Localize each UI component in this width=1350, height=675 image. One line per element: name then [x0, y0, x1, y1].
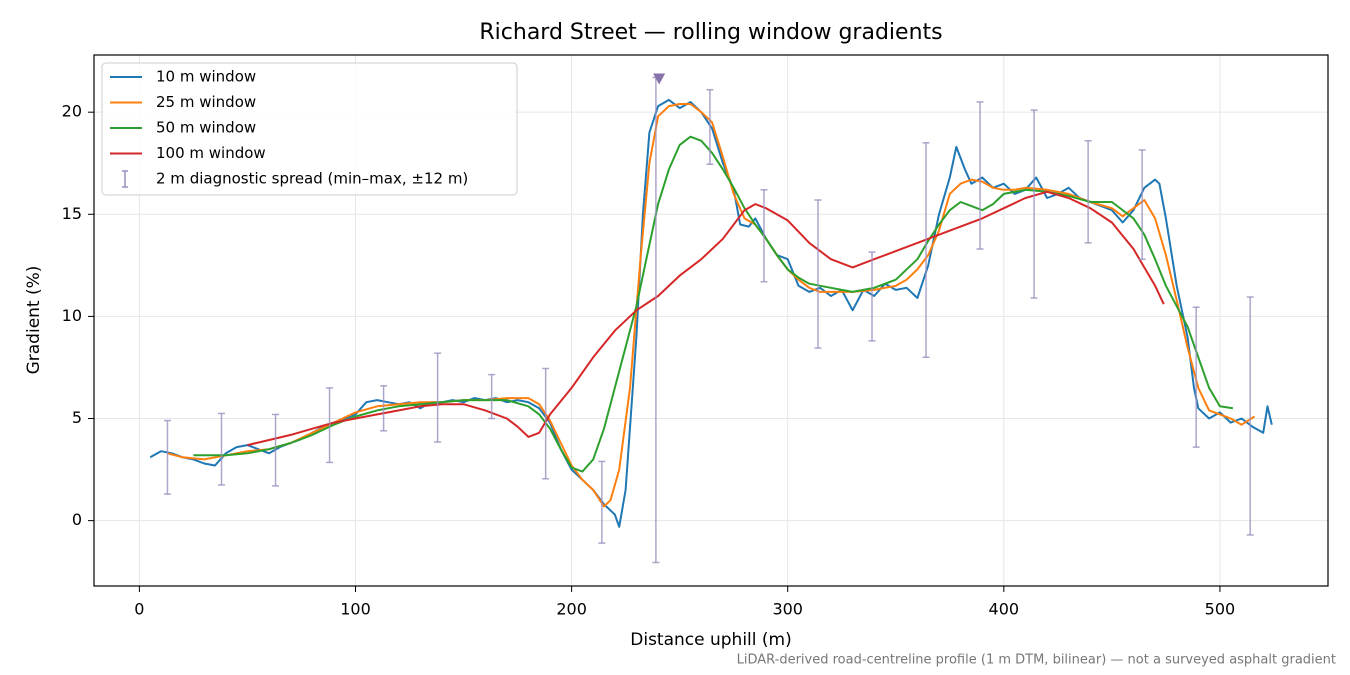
legend-label: 50 m window	[156, 119, 256, 137]
legend-label: 100 m window	[156, 144, 266, 162]
footnote: LiDAR-derived road-centreline profile (1…	[737, 653, 1336, 668]
x-tick-label: 400	[989, 600, 1020, 619]
y-tick-label: 0	[72, 510, 82, 529]
legend-label: 25 m window	[156, 93, 256, 111]
x-axis-label: Distance uphill (m)	[630, 630, 791, 650]
plot-area	[149, 73, 1273, 564]
y-tick-label: 20	[62, 102, 82, 121]
y-axis-label: Gradient (%)	[24, 266, 44, 375]
series-line	[193, 135, 1234, 473]
legend-box	[101, 62, 518, 196]
y-tick-label: 10	[62, 306, 82, 325]
x-tick-label: 100	[340, 600, 371, 619]
x-tick-label: 200	[556, 600, 587, 619]
legend-label: 2 m diagnostic spread (min–max, ±12 m)	[156, 170, 468, 188]
clip-marker	[653, 73, 666, 85]
x-tick-label: 0	[134, 600, 144, 619]
x-tick-label: 500	[1205, 600, 1236, 619]
y-tick-label: 15	[62, 204, 82, 223]
y-tick-label: 5	[72, 408, 82, 427]
chart-title: Richard Street — rolling window gradient…	[479, 20, 942, 45]
legend-label: 10 m window	[156, 68, 256, 86]
x-tick-label: 300	[772, 600, 803, 619]
series-line	[247, 190, 1165, 447]
plot-frame	[93, 54, 1329, 587]
